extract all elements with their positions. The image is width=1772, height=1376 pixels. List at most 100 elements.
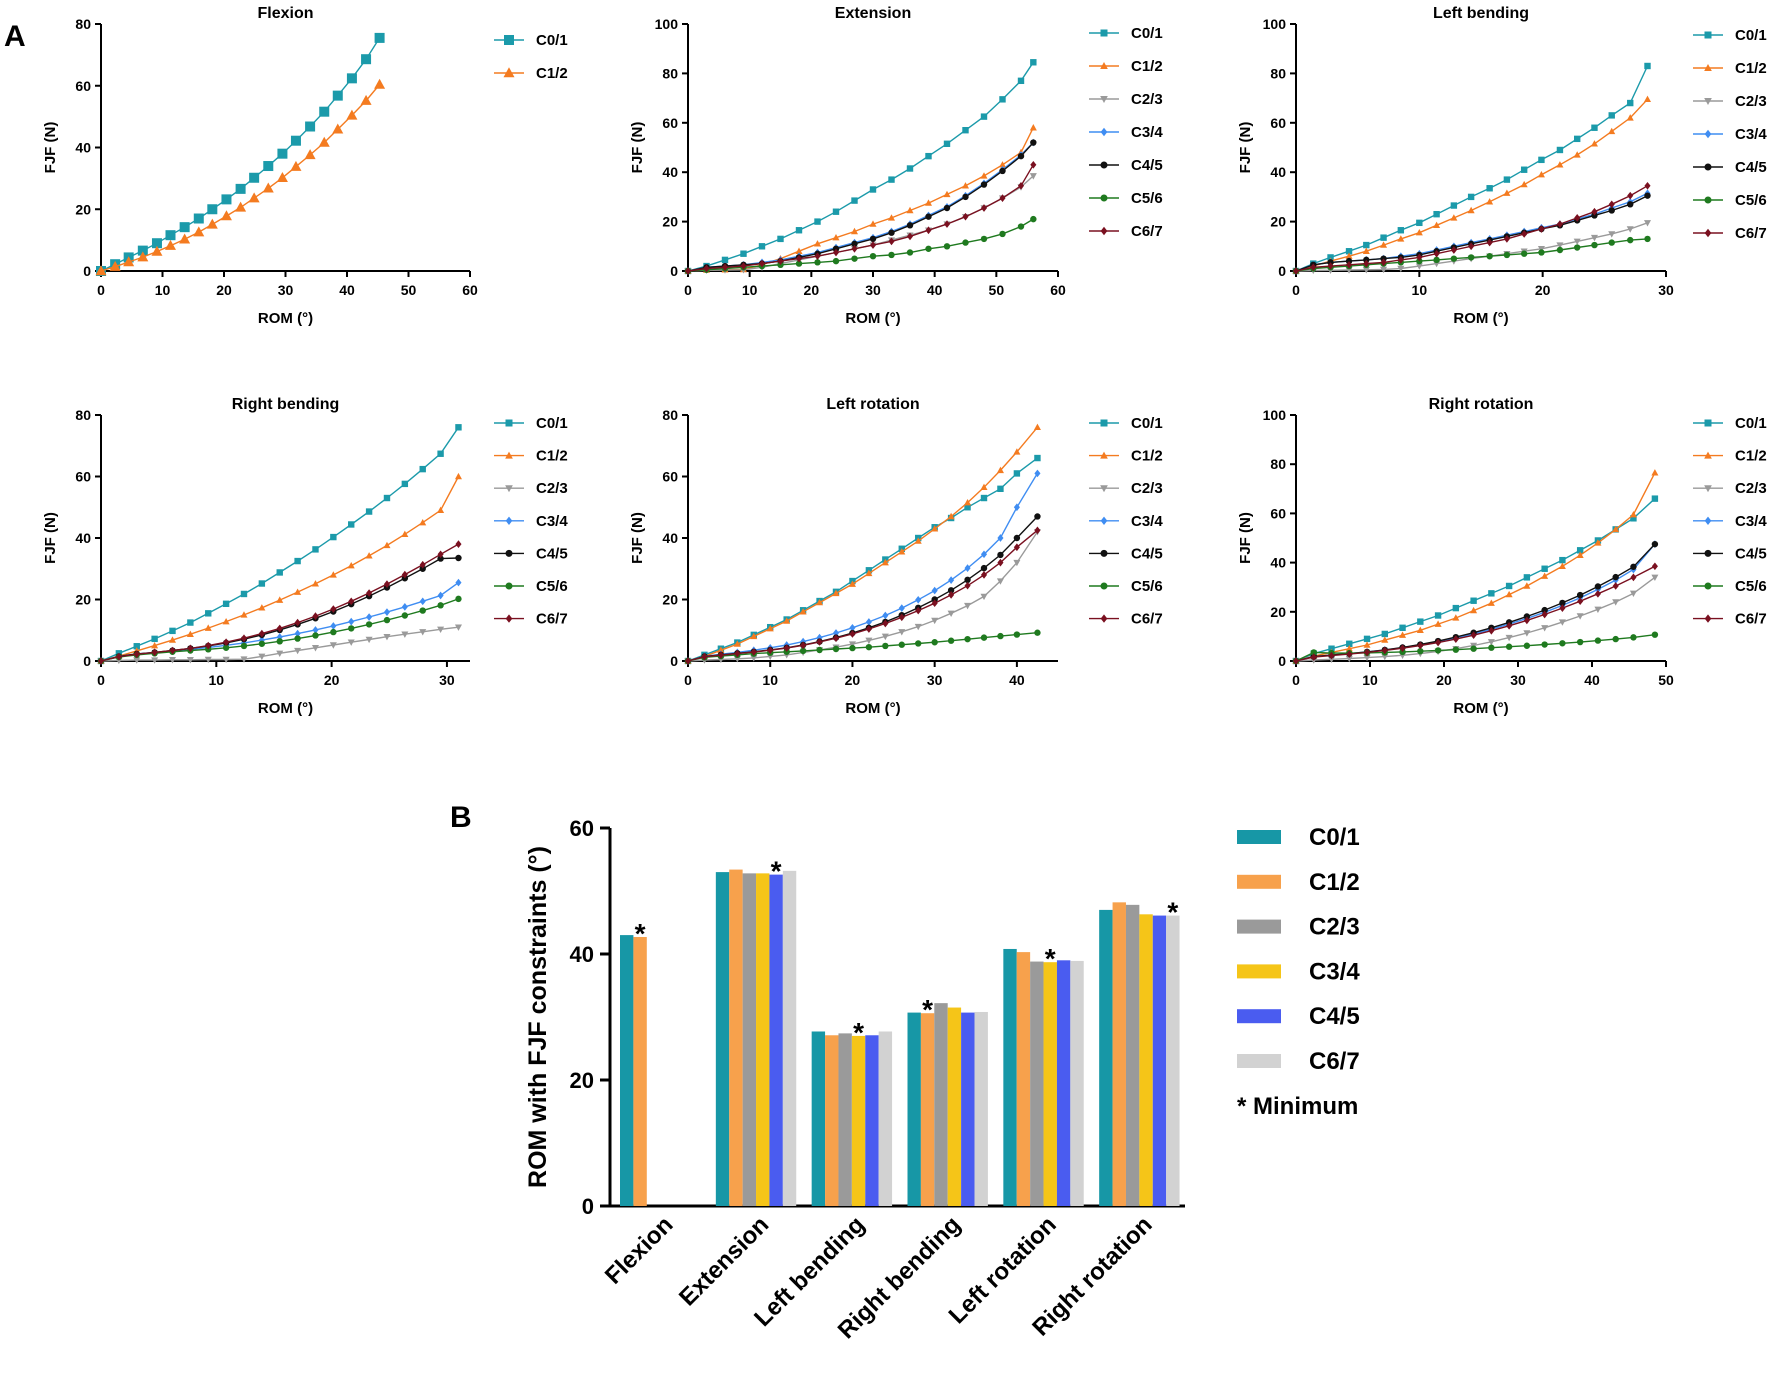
legend-label: C5/6 [1131, 190, 1163, 207]
y-axis-label: FJF (N) [1237, 122, 1254, 174]
data-point [168, 636, 177, 643]
data-point [137, 245, 148, 256]
y-tick-label: 0 [83, 263, 91, 279]
data-point [346, 109, 358, 120]
data-point [948, 591, 955, 599]
data-point [851, 240, 858, 248]
legend-label: C0/1 [1131, 415, 1163, 432]
data-point [1417, 618, 1424, 625]
data-point [1591, 207, 1598, 216]
legend-marker [1704, 485, 1712, 493]
data-point [319, 106, 330, 117]
x-tick-label: 30 [1510, 672, 1526, 688]
data-point [276, 596, 284, 603]
legend-label: C5/6 [1131, 578, 1163, 595]
data-point [1470, 606, 1478, 614]
data-point [1363, 641, 1371, 648]
data-point [1503, 189, 1511, 196]
y-tick-label: 0 [670, 653, 678, 669]
legend-marker [1100, 451, 1108, 459]
data-point [962, 212, 969, 221]
legend-label: C1/2 [1131, 58, 1163, 75]
y-tick-label: 80 [75, 16, 91, 32]
data-point [1467, 254, 1475, 261]
x-tick-label: 40 [1009, 672, 1025, 688]
data-point [1576, 551, 1584, 558]
legend-label: C0/1 [536, 415, 568, 432]
line-chart-left-rotation: Left rotation 0 20 40 60 80 0 10 20 30 40 ROM (°) FJ… [629, 396, 1163, 717]
series-c5-6 [684, 215, 1037, 275]
data-point [832, 208, 840, 215]
data-point [1452, 646, 1460, 653]
data-point [455, 424, 462, 431]
bar-c1-2 [633, 936, 647, 1206]
data-point [1363, 654, 1371, 662]
data-point [312, 626, 319, 634]
data-point [347, 561, 355, 569]
data-point [1362, 267, 1370, 274]
data-point [304, 149, 316, 160]
data-point [931, 599, 938, 608]
series-line [687, 426, 1038, 662]
data-point [1363, 259, 1370, 268]
data-point [1433, 249, 1440, 258]
legend-marker [1704, 582, 1712, 590]
data-point [187, 644, 194, 653]
data-point [1034, 629, 1041, 636]
y-tick-label: 100 [1263, 16, 1287, 32]
data-point [1651, 540, 1659, 548]
legend-label: C4/5 [1131, 157, 1163, 174]
series-c0-1 [1292, 495, 1659, 665]
data-point [684, 657, 692, 665]
data-point [906, 222, 914, 229]
data-point [816, 638, 823, 646]
data-point [220, 210, 232, 221]
legend-label: C4/5 [1735, 159, 1767, 176]
data-point [980, 571, 988, 579]
data-point [947, 610, 955, 618]
data-point [964, 576, 971, 584]
data-point [814, 252, 821, 261]
data-point [1034, 469, 1041, 478]
data-point [1556, 242, 1564, 249]
x-tick-label: 20 [1436, 672, 1452, 688]
data-point [1345, 260, 1353, 269]
data-point [1013, 470, 1021, 477]
data-point [1627, 99, 1634, 107]
data-point [795, 247, 803, 254]
data-point [1505, 590, 1513, 598]
data-point [109, 260, 121, 271]
data-point [1416, 219, 1423, 227]
data-point [1380, 234, 1387, 241]
legend-label: C5/6 [536, 578, 568, 595]
series-line [687, 529, 1038, 662]
data-point [996, 466, 1004, 474]
data-point [222, 644, 230, 651]
data-point [187, 619, 194, 626]
data-point [222, 656, 230, 664]
data-point [1034, 526, 1041, 535]
data-point [311, 580, 320, 587]
data-point [925, 152, 932, 160]
series-line [687, 632, 1038, 662]
y-tick-label: 80 [75, 407, 91, 423]
legend-marker [1100, 127, 1108, 137]
data-point [1452, 614, 1460, 621]
data-point [750, 655, 758, 662]
y-tick-label: 60 [662, 469, 678, 485]
data-point [1030, 215, 1037, 223]
data-point [1417, 641, 1424, 650]
data-point [1397, 235, 1405, 242]
data-point [898, 548, 906, 555]
data-point [1363, 241, 1370, 249]
chart-title: Left rotation [826, 396, 919, 413]
legend-label: C2/3 [1735, 93, 1767, 110]
data-point [898, 641, 905, 648]
data-point [1537, 170, 1545, 178]
data-point [1486, 238, 1493, 247]
data-point [1651, 469, 1659, 476]
data-point [1523, 574, 1531, 581]
data-point [964, 504, 971, 511]
data-point [1486, 198, 1494, 205]
data-point [999, 194, 1006, 202]
